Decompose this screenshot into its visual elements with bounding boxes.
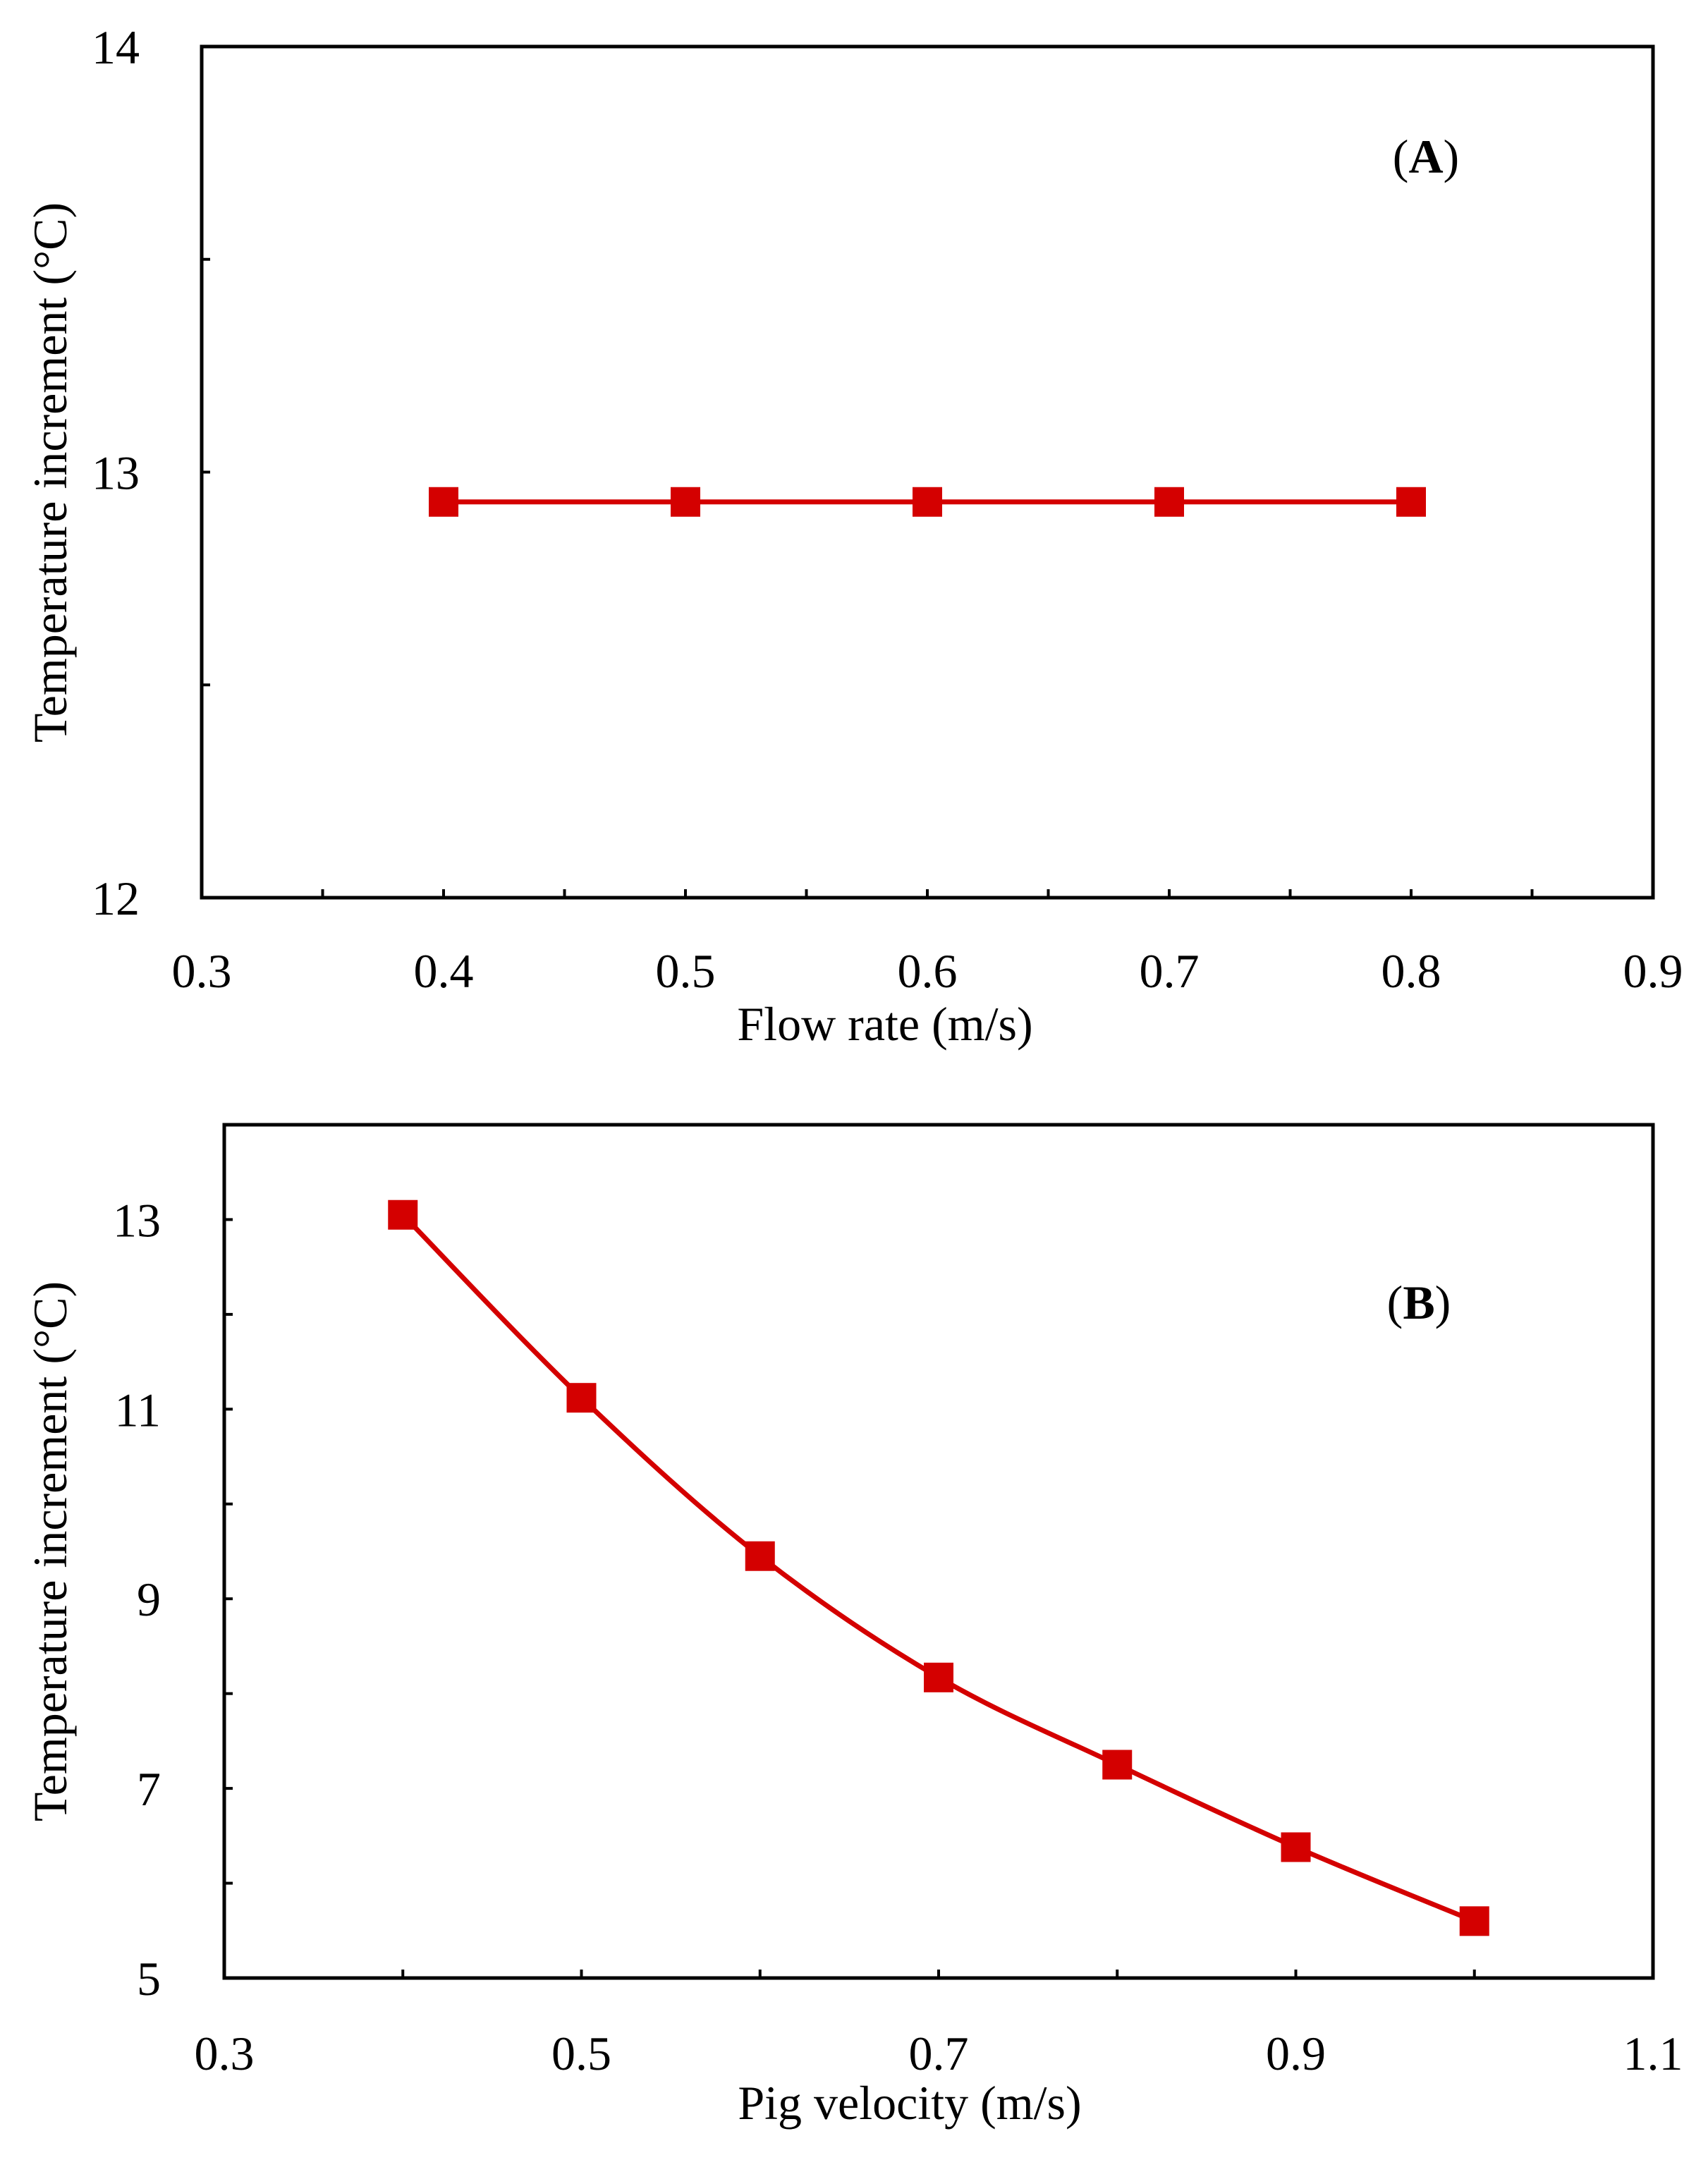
y-tick-label: 9 xyxy=(137,1573,161,1626)
panel-b-ticks xyxy=(224,1218,1476,1978)
y-tick-label: 13 xyxy=(92,446,140,500)
data-point-marker xyxy=(388,1200,418,1230)
panel-a-label-letter: A xyxy=(1408,130,1443,183)
data-point-marker xyxy=(745,1541,775,1571)
data-point-marker xyxy=(1459,1906,1489,1936)
panel-b-y-axis-label: Temperature increment (°C) xyxy=(23,1281,77,1821)
panel-b: 0.3 0.5 0.7 0.9 1.1 5 7 9 11 13 Pig velocity (m/… xyxy=(23,1123,1683,2130)
x-tick-label: 0.3 xyxy=(172,944,232,998)
x-tick-label: 0.9 xyxy=(1623,944,1683,998)
y-tick-label: 12 xyxy=(92,872,140,925)
panel-b-label-letter: B xyxy=(1403,1276,1434,1329)
panel-a-y-tick-labels: 12 13 14 xyxy=(92,20,140,925)
x-tick-label: 0.8 xyxy=(1381,944,1441,998)
panel-a: 0.3 0.4 0.5 0.6 0.7 0.8 0.9 12 13 14 Flow rate (… xyxy=(23,20,1683,1051)
panel-b-label: (B) xyxy=(1387,1276,1451,1329)
data-point-marker xyxy=(1102,1750,1133,1780)
data-point-marker xyxy=(913,487,942,517)
panel-b-series xyxy=(388,1200,1489,1936)
x-tick-label: 0.5 xyxy=(551,2027,611,2080)
x-tick-label: 0.6 xyxy=(898,944,958,998)
y-tick-label: 13 xyxy=(113,1193,161,1247)
data-point-marker xyxy=(1154,487,1184,517)
data-point-marker xyxy=(1281,1832,1311,1862)
panel-b-x-tick-labels: 0.3 0.5 0.7 0.9 1.1 xyxy=(195,2027,1683,2080)
x-tick-label: 0.5 xyxy=(656,944,716,998)
x-tick-label: 0.4 xyxy=(414,944,474,998)
series-line xyxy=(401,1213,1476,1924)
x-tick-label: 1.1 xyxy=(1623,2027,1683,2080)
panel-a-ticks xyxy=(202,257,1534,898)
panel-a-x-axis-label: Flow rate (m/s) xyxy=(737,997,1032,1051)
panel-a-series xyxy=(429,487,1426,517)
y-tick-label: 11 xyxy=(115,1383,161,1436)
panel-b-x-axis-label: Pig velocity (m/s) xyxy=(738,2076,1081,2130)
panel-a-y-axis-label: Temperature increment (°C) xyxy=(23,202,77,743)
x-tick-label: 0.7 xyxy=(1140,944,1200,998)
x-tick-label: 0.9 xyxy=(1266,2027,1326,2080)
panel-a-x-tick-labels: 0.3 0.4 0.5 0.6 0.7 0.8 0.9 xyxy=(172,944,1683,998)
x-tick-label: 0.3 xyxy=(195,2027,255,2080)
data-point-marker xyxy=(1396,487,1426,517)
panel-a-label: (A) xyxy=(1393,130,1459,183)
data-point-marker xyxy=(924,1662,953,1692)
data-point-marker xyxy=(429,487,458,517)
y-tick-label: 5 xyxy=(137,1952,161,2006)
y-tick-label: 7 xyxy=(137,1762,161,1816)
y-tick-label: 14 xyxy=(92,20,140,74)
data-point-marker xyxy=(671,487,700,517)
x-tick-label: 0.7 xyxy=(909,2027,969,2080)
panel-b-y-tick-labels: 5 7 9 11 13 xyxy=(113,1193,161,2006)
data-point-marker xyxy=(566,1383,597,1413)
